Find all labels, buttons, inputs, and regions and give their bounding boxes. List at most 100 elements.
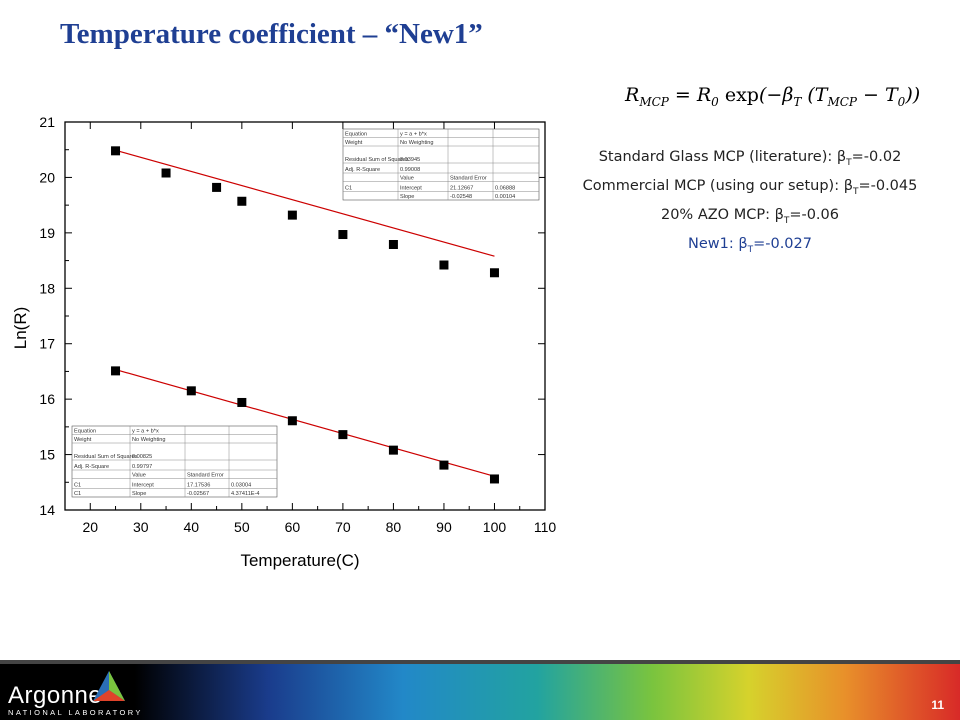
data-point [111, 146, 121, 156]
logo-text: Argonne [8, 682, 103, 709]
logo-subtext: NATIONAL LABORATORY [8, 708, 143, 717]
stat-table-cell: Intercept [132, 482, 154, 488]
formula-eq: = [668, 84, 697, 106]
formula-t-sub: MCP [827, 94, 857, 109]
note-sub: T [783, 215, 790, 226]
y-tick-label: 20 [39, 169, 55, 185]
data-point [489, 474, 499, 484]
stat-table-cell: Residual Sum of Squares [74, 454, 138, 460]
footer-band: Argonne NATIONAL LABORATORY 11 [0, 660, 960, 720]
note-label: New1: β [687, 235, 748, 252]
note-sub: T [747, 244, 754, 255]
y-tick-label: 16 [39, 391, 55, 407]
note-value: =-0.045 [858, 177, 918, 194]
page-number: 11 [931, 698, 944, 712]
stat-table-cell: 0.03945 [400, 157, 420, 163]
x-tick-label: 70 [335, 519, 351, 535]
x-tick-label: 50 [234, 519, 250, 535]
data-point [111, 366, 121, 376]
formula-r0-sub: 0 [711, 94, 719, 109]
stat-table-cell: 21.12667 [450, 185, 473, 191]
note-sub: T [846, 157, 852, 168]
data-point [237, 397, 247, 407]
stat-table-cell: Standard Error [187, 472, 224, 478]
x-tick-label: 110 [534, 519, 557, 535]
y-tick-label: 17 [39, 336, 55, 352]
stat-table-cell: Weight [345, 140, 363, 146]
note-value: =-0.02 [851, 149, 902, 165]
data-point [388, 239, 398, 249]
formula-lhs-sub: MCP [639, 94, 669, 109]
formula-beta-sub: T [793, 94, 802, 109]
formula-close: )) [905, 84, 921, 106]
note-commercial: Commercial MCP (using our setup): βT=-0.… [548, 175, 952, 204]
formula-open: (−β [758, 84, 794, 106]
data-point [287, 416, 297, 426]
footer-rule [0, 660, 960, 664]
x-tick-label: 100 [483, 519, 507, 535]
stat-table-cell: 0.06888 [495, 185, 515, 191]
stat-table-cell: Equation [345, 131, 367, 137]
stat-table-cell: 0.03004 [231, 482, 251, 488]
y-tick-label: 18 [39, 280, 55, 296]
formula-r0: R [696, 84, 712, 106]
data-point [287, 210, 297, 220]
y-tick-label: 14 [39, 502, 55, 518]
argonne-triangle-icon [93, 671, 125, 701]
x-tick-label: 30 [133, 519, 149, 535]
x-tick-label: 40 [184, 519, 200, 535]
formula: RMCP = R0 exp(−βT (TMCP − T0)) [625, 84, 920, 109]
stat-table-cell: y = a + b*x [400, 131, 427, 137]
data-point [161, 168, 171, 178]
stat-table-cell: C1 [74, 482, 81, 488]
x-tick-label: 20 [82, 519, 98, 535]
note-standard-glass: Standard Glass MCP (literature): βT=-0.0… [548, 146, 952, 175]
formula-minus: − T [857, 84, 898, 106]
chart-axes: 20 30 40 50 60 70 80 90 100 110 14 15 16 17 18 19 20 21 [39, 114, 556, 535]
stat-table-cell: Value [132, 472, 146, 478]
stat-table-cell: Equation [74, 428, 96, 434]
x-tick-label: 90 [436, 519, 452, 535]
stat-table-cell: y = a + b*x [132, 428, 159, 434]
formula-exp: exp [718, 84, 759, 106]
stat-table-cell: C1 [345, 185, 352, 191]
stat-table-cell: Standard Error [450, 175, 487, 181]
stat-table-cell: Slope [400, 194, 414, 200]
data-point [439, 260, 449, 270]
data-point [439, 460, 449, 470]
data-point [237, 196, 247, 206]
stat-table-cell: Intercept [400, 185, 422, 191]
stat-table-cell: Value [400, 175, 414, 181]
stat-table-cell: -0.02548 [450, 194, 472, 200]
data-point [212, 182, 222, 192]
scatter-chart: 20 30 40 50 60 70 80 90 100 110 14 15 16 17 18 19 20 21 E… [11, 114, 556, 570]
note-label: 20% AZO MCP: β [660, 206, 784, 223]
y-tick-label: 15 [39, 447, 55, 463]
data-point [388, 445, 398, 455]
fit-lines [115, 149, 495, 477]
note-new1: New1: βT=-0.027 [548, 233, 952, 262]
stat-table [71, 425, 278, 498]
formula-lhs: R [625, 84, 640, 106]
stat-table-cell: 0.00825 [132, 454, 152, 460]
stat-table-cell: No Weighting [400, 140, 433, 146]
note-label: Standard Glass MCP (literature): β [598, 149, 847, 165]
data-point [489, 268, 499, 278]
y-axis-label: Ln(R) [11, 307, 30, 350]
x-tick-label: 80 [386, 519, 402, 535]
formula-mid: (T [801, 84, 828, 106]
formula-t0-sub: 0 [897, 94, 906, 109]
stat-table-cell: 17.17536 [187, 482, 210, 488]
x-tick-label: 60 [285, 519, 301, 535]
stat-table-cell: No Weighting [132, 437, 165, 443]
note-label: Commercial MCP (using our setup): β [582, 177, 853, 194]
stat-table-cell: Adj. R-Square [345, 167, 380, 173]
data-points [111, 146, 499, 484]
stat-table-cell: Weight [74, 437, 92, 443]
data-point [338, 230, 348, 240]
argonne-logo: Argonne NATIONAL LABORATORY [8, 682, 143, 717]
fit-line-1 [115, 149, 495, 257]
stat-table-cell: C1 [74, 491, 81, 497]
y-tick-label: 21 [39, 114, 55, 130]
stat-table-cell: 0.99797 [132, 464, 152, 470]
